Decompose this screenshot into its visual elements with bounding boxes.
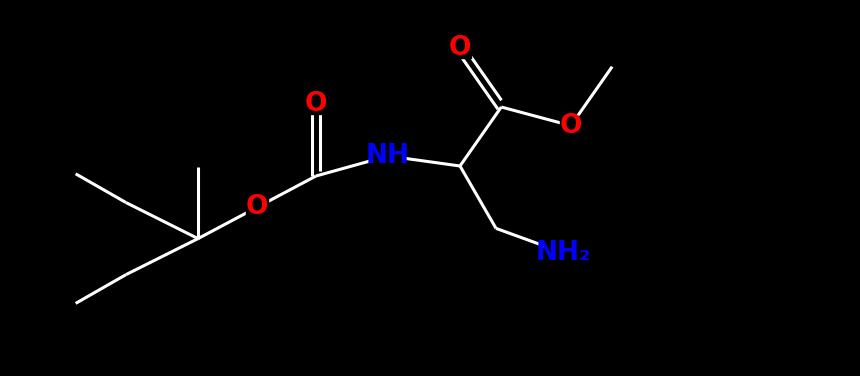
Bar [449, 38, 471, 58]
Text: O: O [560, 113, 582, 139]
Text: O: O [246, 194, 268, 220]
Bar [246, 197, 268, 217]
Bar [544, 243, 584, 263]
Bar [371, 146, 405, 166]
Bar [305, 94, 327, 114]
Text: O: O [304, 91, 328, 117]
Bar [560, 116, 582, 136]
Text: O: O [449, 35, 471, 61]
Text: NH: NH [366, 143, 410, 169]
Text: NH₂: NH₂ [536, 240, 592, 266]
